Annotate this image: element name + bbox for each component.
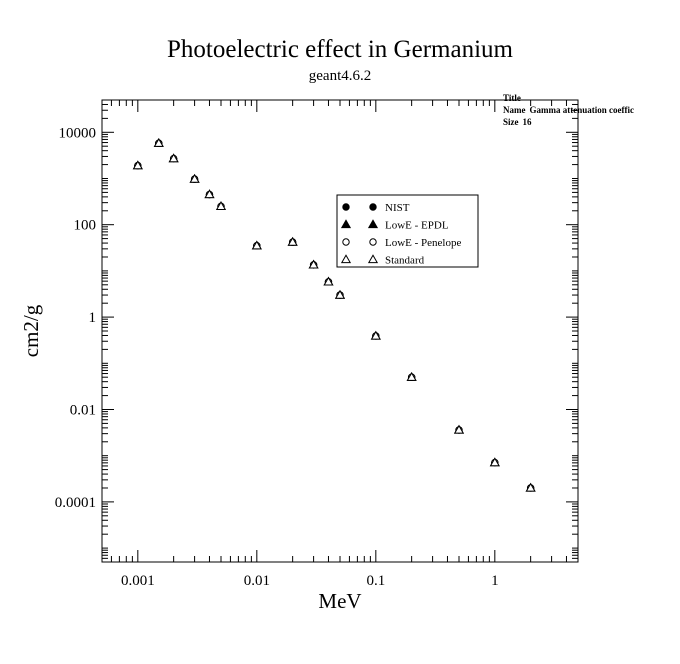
legend-marker-0 — [342, 203, 350, 211]
x-tick-label: 1 — [491, 573, 499, 589]
stats-name-row: Name Gamma attenuation coeffic — [503, 104, 638, 116]
data-point-s3-9 — [323, 276, 334, 286]
y-tick-label: 0.0001 — [55, 495, 96, 511]
legend-marker-2 — [342, 238, 350, 246]
data-point-s3-5 — [215, 201, 227, 210]
axis-tick-labels: 0.001 0.01 0.1 1 10000 100 1 0.01 0.0001 — [55, 125, 499, 589]
data-point-s3-0 — [132, 160, 143, 170]
legend-marker-b-3 — [367, 254, 379, 264]
data-point-s3-2 — [168, 153, 179, 163]
data-point-s3-15 — [525, 482, 536, 492]
y-tick-label: 10000 — [59, 125, 97, 141]
stats-title-label: Title — [503, 93, 521, 103]
data-point-s3-6 — [251, 240, 262, 250]
stats-size-value: 16 — [522, 117, 532, 127]
data-point-s3-7 — [287, 236, 298, 246]
stats-size-row: Size 16 — [503, 116, 638, 128]
legend: NIST LowE - EPDL LowE - Penelope Standard — [336, 194, 479, 268]
y-axis-label: cm2/g — [19, 304, 43, 357]
legend-marker-b-0 — [369, 203, 377, 211]
legend-marker-b-1 — [367, 219, 379, 229]
x-axis-label: MeV — [318, 589, 361, 613]
data-point-s3-10 — [334, 289, 346, 299]
data-point-s3-3 — [189, 173, 200, 183]
stats-name-label: Name — [503, 105, 526, 115]
legend-marker-b-2 — [369, 238, 377, 246]
legend-box — [336, 194, 479, 268]
x-tick-label: 0.1 — [366, 573, 385, 589]
x-tick-label: 0.001 — [121, 573, 155, 589]
legend-label-2: LowE - Penelope — [385, 237, 461, 249]
data-point-s3-4 — [204, 189, 215, 199]
stats-title-row: Title — [503, 92, 638, 104]
chart-title: Photoelectric effect in Germanium — [167, 36, 513, 63]
y-tick-label: 0.01 — [70, 402, 96, 418]
y-tick-label: 1 — [89, 310, 97, 326]
plot-frame — [101, 99, 579, 563]
legend-label-0: NIST — [385, 202, 410, 214]
stats-size-label: Size — [503, 117, 519, 127]
stats-box: Title Name Gamma attenuation coeffic Size… — [503, 92, 638, 128]
legend-marker-1 — [340, 219, 352, 229]
data-point-s3-11 — [370, 330, 381, 340]
legend-label-1: LowE - EPDL — [385, 220, 449, 232]
axis-ticks — [101, 99, 579, 562]
y-tick-label: 100 — [74, 218, 97, 234]
stats-name-value: Gamma attenuation coeffic — [529, 105, 634, 115]
data-points — [132, 138, 536, 492]
data-point-s3-8 — [308, 259, 319, 269]
x-tick-label: 0.01 — [244, 573, 270, 589]
data-point-s3-14 — [489, 457, 500, 467]
chart-subtitle: geant4.6.2 — [308, 68, 372, 84]
legend-marker-3 — [340, 254, 352, 264]
data-point-s3-13 — [453, 424, 465, 434]
legend-label-3: Standard — [385, 255, 425, 267]
data-point-s3-1 — [153, 138, 164, 147]
data-point-s3-12 — [406, 371, 417, 381]
